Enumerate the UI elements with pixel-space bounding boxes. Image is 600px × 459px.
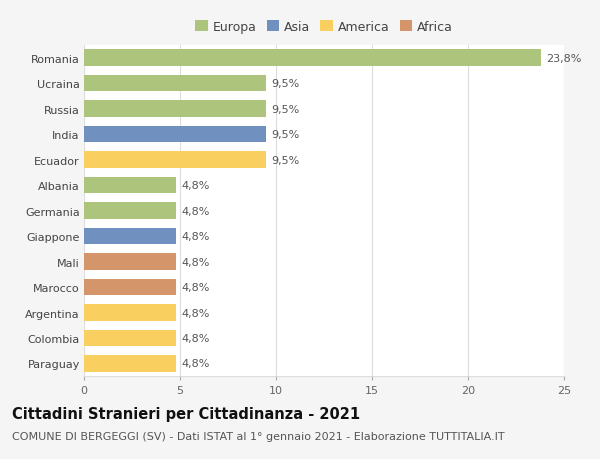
Bar: [84, 279, 176, 296]
Bar: [84, 305, 176, 321]
Bar: [84, 50, 541, 67]
Text: 4,8%: 4,8%: [181, 308, 209, 318]
Text: 4,8%: 4,8%: [181, 282, 209, 292]
Text: 4,8%: 4,8%: [181, 232, 209, 241]
Bar: [84, 178, 176, 194]
Bar: [84, 228, 176, 245]
Text: 4,8%: 4,8%: [181, 206, 209, 216]
Bar: [84, 355, 176, 372]
Text: 4,8%: 4,8%: [181, 257, 209, 267]
Bar: [84, 76, 266, 92]
Text: 9,5%: 9,5%: [271, 79, 299, 89]
Bar: [84, 254, 176, 270]
Text: 9,5%: 9,5%: [271, 155, 299, 165]
Text: Cittadini Stranieri per Cittadinanza - 2021: Cittadini Stranieri per Cittadinanza - 2…: [12, 406, 360, 421]
Bar: [84, 127, 266, 143]
Bar: [84, 203, 176, 219]
Text: 9,5%: 9,5%: [271, 130, 299, 140]
Text: 4,8%: 4,8%: [181, 358, 209, 369]
Bar: [84, 330, 176, 347]
Bar: [84, 101, 266, 118]
Legend: Europa, Asia, America, Africa: Europa, Asia, America, Africa: [193, 18, 455, 36]
Text: 9,5%: 9,5%: [271, 105, 299, 114]
Text: COMUNE DI BERGEGGI (SV) - Dati ISTAT al 1° gennaio 2021 - Elaborazione TUTTITALI: COMUNE DI BERGEGGI (SV) - Dati ISTAT al …: [12, 431, 505, 442]
Text: 23,8%: 23,8%: [546, 54, 581, 64]
Text: 4,8%: 4,8%: [181, 333, 209, 343]
Text: 4,8%: 4,8%: [181, 181, 209, 190]
Bar: [84, 152, 266, 168]
